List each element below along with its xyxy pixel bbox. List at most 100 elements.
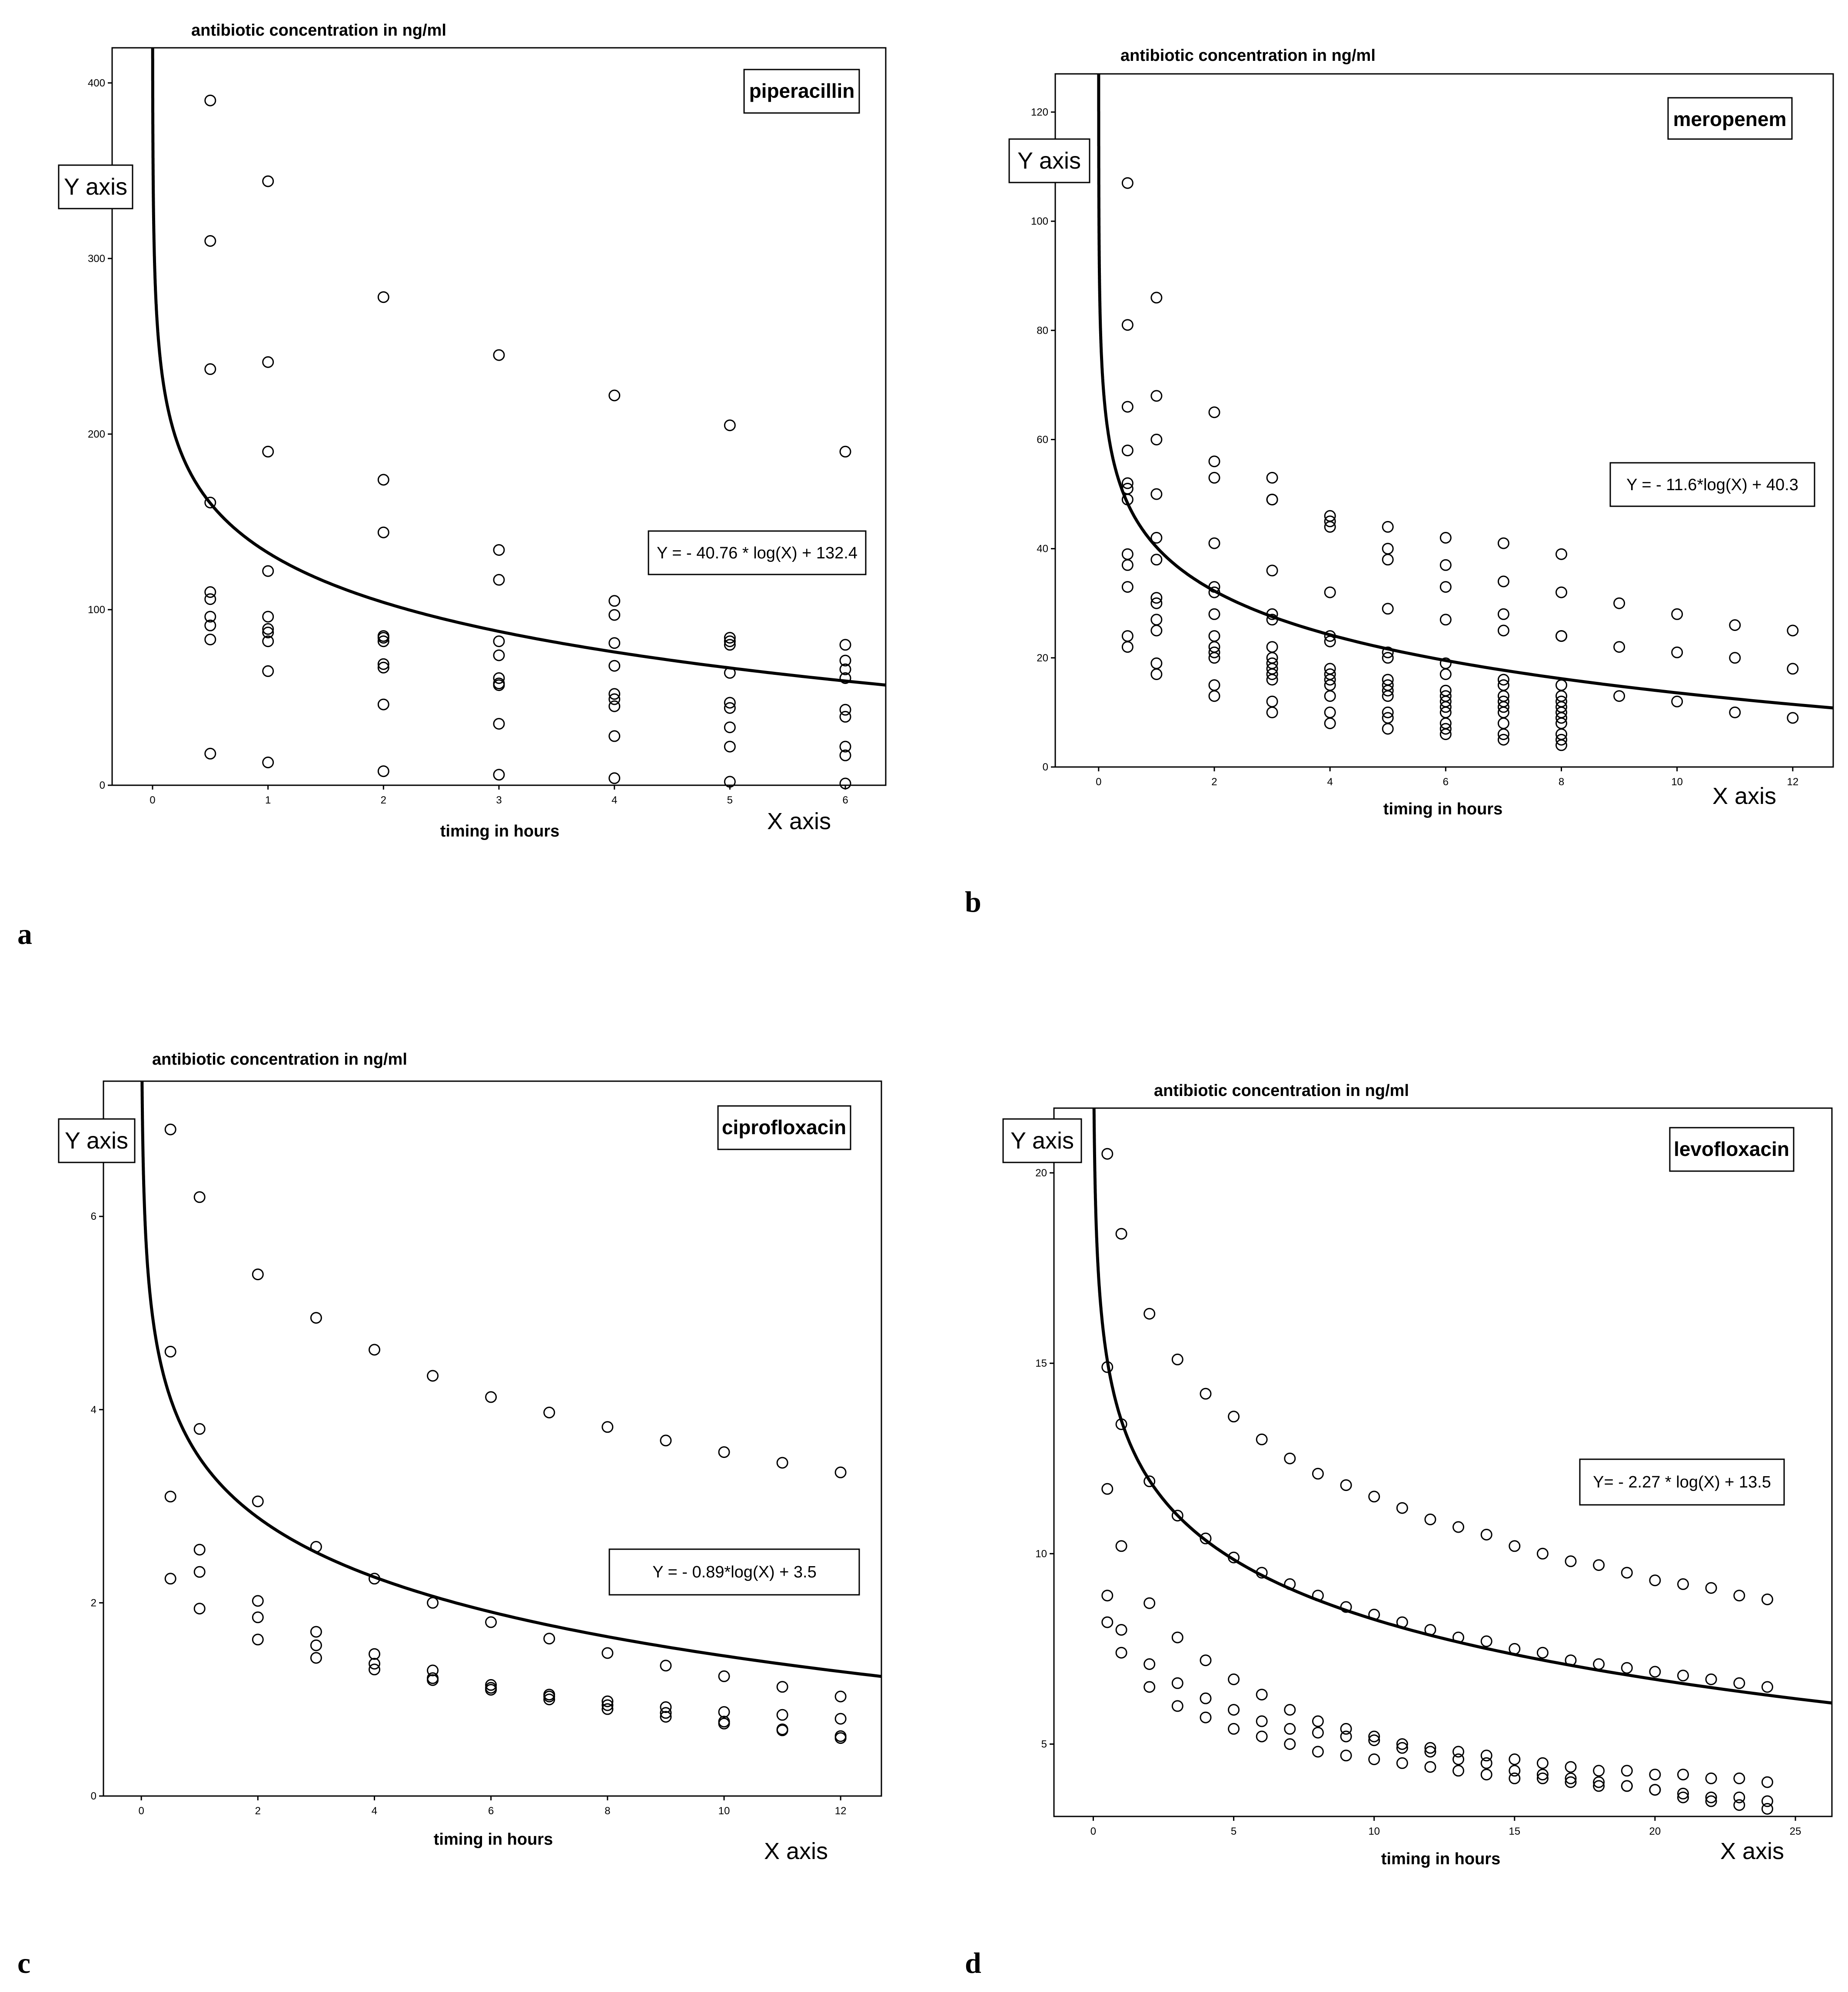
data-point — [1671, 608, 1683, 620]
data-point — [1266, 608, 1278, 620]
data-point — [1677, 1670, 1689, 1682]
data-point — [1266, 674, 1278, 686]
x-tick-label: 6 — [488, 1805, 494, 1817]
panel-c-y-axis-box — [58, 1118, 136, 1163]
data-point — [1396, 1616, 1408, 1628]
panel-a-y-title: antibiotic concentration in ng/ml — [191, 21, 446, 40]
data-point — [724, 740, 736, 753]
data-point — [1671, 646, 1683, 658]
data-point — [1340, 1479, 1352, 1491]
data-point — [834, 1690, 847, 1703]
panel-c-drug-label: ciprofloxacin — [722, 1116, 846, 1139]
panel-a-y-ticks: 0 100 200 300 400 — [88, 77, 112, 791]
data-point — [1228, 1673, 1240, 1685]
data-point — [1761, 1681, 1773, 1693]
data-point — [1312, 1715, 1324, 1727]
data-point — [608, 730, 621, 742]
data-point — [1424, 1514, 1436, 1525]
y-tick-label: 80 — [1037, 325, 1048, 336]
data-point — [724, 776, 736, 788]
data-point — [369, 1344, 380, 1356]
panel-a-equation-box — [648, 530, 867, 575]
data-point — [1368, 1734, 1380, 1746]
panel-a-x-ticks: 0 1 2 3 4 5 6 — [150, 785, 848, 806]
data-point — [543, 1690, 555, 1703]
panel-d-equation: Y= - 2.27 * log(X) + 13.5 — [1593, 1473, 1771, 1491]
data-point — [1143, 1597, 1156, 1609]
data-point — [1150, 390, 1163, 402]
data-point — [1150, 668, 1163, 680]
y-tick-label: 60 — [1037, 434, 1048, 445]
data-point — [1101, 1148, 1113, 1160]
data-point — [1705, 1795, 1717, 1807]
y-tick-label: 4 — [91, 1404, 96, 1416]
data-point — [1208, 537, 1220, 549]
data-point — [724, 667, 736, 679]
y-tick-label: 2 — [91, 1597, 96, 1609]
data-point — [1171, 1353, 1183, 1365]
data-point — [1150, 597, 1163, 609]
data-point — [262, 665, 274, 677]
x-tick-label: 2 — [1211, 776, 1217, 788]
data-point — [262, 757, 274, 768]
data-point — [204, 747, 216, 760]
data-point — [1480, 1529, 1492, 1540]
panel-a-drug-box — [743, 69, 860, 114]
data-point — [839, 704, 851, 716]
x-tick-label: 0 — [1090, 1826, 1096, 1837]
data-point — [377, 658, 389, 670]
data-point — [164, 1573, 176, 1585]
data-point — [427, 1597, 439, 1609]
data-point — [1208, 406, 1220, 418]
data-point — [1382, 690, 1394, 702]
data-point — [493, 649, 505, 661]
x-tick-label: 10 — [1368, 1826, 1380, 1837]
data-point — [1649, 1574, 1661, 1587]
panel-d-drug-label: levofloxacin — [1674, 1138, 1789, 1160]
panel-a-drug-label: piperacillin — [749, 80, 855, 102]
data-point — [543, 1407, 555, 1418]
data-point — [1593, 1780, 1605, 1792]
data-point — [1324, 635, 1336, 647]
data-point — [369, 1658, 380, 1670]
data-point — [608, 595, 621, 607]
data-point — [262, 627, 274, 638]
data-point — [1171, 1510, 1183, 1522]
data-point — [1439, 614, 1452, 626]
data-point — [204, 634, 216, 646]
data-point — [1324, 674, 1336, 686]
data-point — [1340, 1730, 1352, 1743]
data-point — [1208, 646, 1220, 658]
data-point — [660, 1660, 672, 1672]
panel-d-x-axis-name: X axis — [1720, 1838, 1784, 1864]
panel-d-letter: d — [965, 1946, 981, 1979]
panel-b-y-ticks: 0 20 40 60 80 100 120 — [1031, 106, 1055, 773]
data-point — [839, 740, 851, 753]
data-point — [204, 363, 216, 375]
data-point — [493, 574, 505, 586]
data-point — [252, 1268, 264, 1281]
panel-c-plot-frame — [103, 1080, 882, 1797]
data-point — [1613, 597, 1625, 609]
data-point — [252, 1633, 264, 1646]
panel-d-fit-curve — [1092, 1108, 1832, 1705]
data-point — [1266, 471, 1278, 484]
data-point — [193, 1544, 206, 1556]
data-point — [193, 1603, 206, 1615]
data-point — [608, 660, 621, 672]
panel-a-x-title: timing in hours — [440, 822, 559, 840]
data-point — [1705, 1791, 1717, 1803]
y-tick-label: 10 — [1035, 1548, 1047, 1560]
data-point — [1733, 1590, 1745, 1602]
panel-b-drug-label: meropenem — [1673, 108, 1787, 130]
data-point — [493, 349, 505, 361]
data-point — [1143, 1308, 1156, 1320]
data-point — [1266, 706, 1278, 718]
x-tick-label: 2 — [255, 1805, 261, 1817]
x-tick-label: 5 — [727, 794, 733, 806]
data-point — [1256, 1433, 1268, 1445]
y-tick-label: 20 — [1035, 1167, 1047, 1179]
data-point — [1439, 668, 1452, 680]
data-point — [1439, 559, 1452, 571]
x-tick-label: 5 — [1231, 1826, 1236, 1837]
